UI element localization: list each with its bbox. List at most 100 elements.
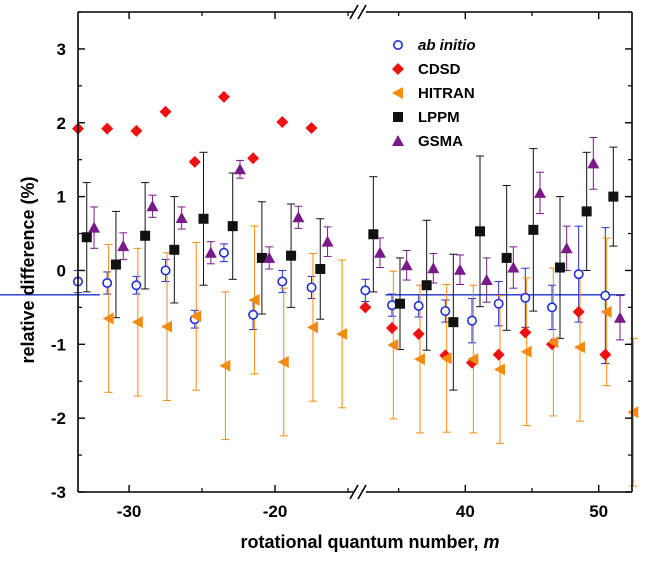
cdsd-point (386, 322, 398, 335)
lppm-point (395, 298, 405, 309)
legend-label-lppm: LPPM (418, 109, 460, 126)
lppm-point (81, 232, 92, 243)
ab-initio-point (306, 282, 317, 293)
ab-initio-point (466, 315, 477, 326)
ab-initio-point (102, 278, 113, 289)
hitran-point (414, 353, 425, 366)
hitran-point (547, 336, 559, 349)
hitran-point (520, 345, 532, 358)
hitran-point (440, 352, 452, 365)
cdsd-point (519, 326, 532, 339)
cdsd-point (412, 327, 425, 340)
gsma-point (374, 246, 386, 258)
legend-label-cdsd: CDSD (418, 61, 461, 78)
hitran-point (219, 359, 231, 372)
hitran-point (248, 294, 260, 306)
gsma-point (292, 211, 305, 223)
hitran-point (467, 353, 479, 366)
ab-initio-point (573, 269, 584, 280)
y-axis-label: relative difference (%) (18, 176, 38, 363)
gsma-point (587, 157, 600, 169)
legend-label-gsma: GSMA (418, 133, 463, 150)
cdsd-point (305, 121, 318, 134)
hitran-point (102, 312, 114, 325)
cdsd-point (217, 90, 230, 103)
cdsd-point (359, 301, 372, 314)
lppm-point (448, 317, 459, 328)
hitran-point (277, 356, 289, 369)
gsma-point (88, 221, 101, 233)
ab-initio-point (546, 302, 557, 313)
hitran-point (627, 406, 639, 419)
ab-initio-point (131, 280, 142, 291)
axes-layer: 3 2 1 0 -1 -2 -3 -30 -20 40 50 (51, 4, 633, 521)
cdsd-point (599, 348, 612, 361)
hitran-point (306, 321, 318, 334)
ab-initio-point (160, 265, 171, 276)
ab-initio-point (493, 298, 504, 309)
hitran-point (190, 310, 202, 323)
ab-initio-point (413, 300, 424, 311)
gsma-point (175, 212, 188, 224)
legend-label-hitran: HITRAN (418, 85, 475, 102)
legend-marker-lppm (393, 112, 403, 122)
legend-marker-cdsd (392, 63, 404, 75)
cdsd-point (247, 152, 260, 165)
lppm-point (198, 213, 209, 224)
axis-break-top (349, 4, 367, 20)
ab-initio-point (520, 292, 531, 303)
gsma-point (480, 274, 493, 286)
lppm-point (227, 221, 238, 232)
x-axis-label-variable: m (484, 532, 500, 552)
cdsd-point (130, 124, 143, 137)
x-tick-label: -30 (117, 502, 142, 521)
x-axis-label: rotational quantum number, m (240, 532, 499, 552)
lppm-point (581, 206, 592, 217)
lppm-point (315, 263, 326, 274)
hitran-point (131, 316, 143, 329)
gsma-point (234, 163, 246, 175)
y-tick-label: 0 (57, 261, 66, 280)
gsma-point (507, 261, 520, 273)
lppm-point (368, 229, 379, 240)
cdsd-point (188, 155, 201, 168)
ab-initio-point (248, 309, 259, 320)
cdsd-point (492, 348, 505, 361)
lppm-point (421, 280, 432, 291)
legend-item-hitran: HITRAN (392, 85, 475, 102)
lppm-point (110, 259, 121, 270)
ab-initio-point (218, 247, 229, 258)
gsma-point (321, 235, 334, 247)
x-axis-label-text: rotational quantum number, (240, 532, 483, 552)
legend-item-ab-initio: ab initio (392, 37, 476, 54)
lppm-point (608, 191, 619, 202)
gsma-point (263, 251, 276, 263)
gsma-point (400, 259, 413, 271)
legend-marker-ab-initio (392, 39, 403, 50)
hitran-point (494, 363, 505, 376)
cdsd-point (276, 116, 289, 129)
axis-break-bottom (349, 484, 367, 500)
y-tick-label: 2 (57, 114, 66, 133)
y-tick-label: -3 (51, 483, 66, 502)
hitran-point (574, 341, 585, 354)
legend-item-gsma: GSMA (392, 133, 463, 150)
ab-initio-point (440, 306, 451, 317)
hitran-point (600, 305, 612, 318)
gsma-point (454, 263, 466, 275)
legend-label-ab-initio: ab initio (418, 37, 476, 54)
legend-item-cdsd: CDSD (392, 61, 461, 78)
hitran-point (161, 320, 173, 333)
lppm-point (169, 244, 180, 255)
legend-marker-gsma (392, 135, 404, 146)
hitran-point (336, 327, 348, 340)
legend: ab initio CDSD HITRAN LPPM GSMA (392, 37, 476, 150)
lppm-point (256, 252, 267, 263)
gsma-point (117, 240, 130, 252)
ab-initio-point (360, 285, 371, 296)
y-tick-label: 1 (57, 188, 66, 207)
cdsd-point (101, 122, 114, 135)
cdsd-point (159, 105, 172, 118)
